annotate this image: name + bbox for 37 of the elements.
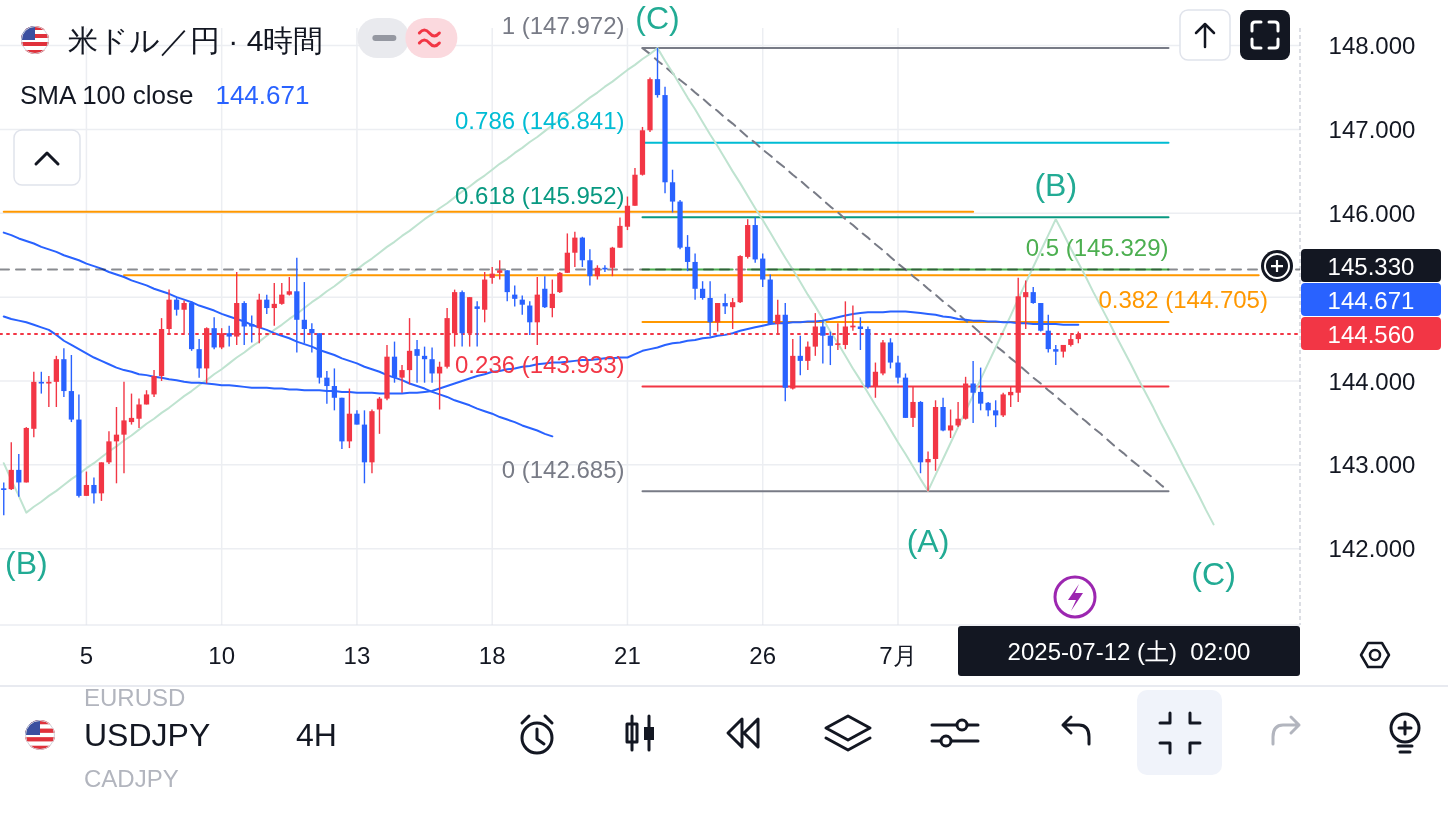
x-tick-label: 26 <box>749 641 777 669</box>
y-tick-label: 142.000 <box>1328 535 1416 563</box>
annotation: SMA 100 close <box>20 80 194 110</box>
text: EURUSD <box>84 683 186 711</box>
price-tag: 144.671 <box>1301 283 1441 317</box>
chart-title: 米ドル／円 · 4時間 <box>68 23 324 57</box>
ref-line-label: 145.330 <box>1327 252 1415 280</box>
y-tick-label: 148.000 <box>1328 32 1416 60</box>
annotation: (C) <box>1191 556 1236 593</box>
annotation: 144.671 <box>215 80 310 110</box>
y-tick-label: 143.000 <box>1328 451 1416 479</box>
y-tick-label: 146.000 <box>1328 199 1416 227</box>
price-tag: 144.560 <box>1301 317 1441 351</box>
level-label: 0 (142.685) <box>501 455 625 483</box>
text: CADJPY <box>84 764 179 792</box>
level-label: 0.618 (145.952) <box>455 181 625 209</box>
ref-line-label: 144.560 <box>1327 320 1415 348</box>
x-tick-label: 18 <box>478 641 506 669</box>
annotation: (B) <box>4 544 48 581</box>
x-tick-label: 13 <box>343 641 371 669</box>
time-tag: 2025-07-12 (土) 02:00 <box>958 626 1300 676</box>
level-label: 0.786 (146.841) <box>455 107 625 135</box>
text: USDJPY <box>84 717 211 753</box>
level-label: 0.5 (145.329) <box>1025 234 1169 262</box>
annotation: (A) <box>906 522 950 559</box>
annotation: (B) <box>1034 167 1078 204</box>
y-tick-label: 147.000 <box>1328 115 1416 143</box>
x-tick-label: 7月 <box>879 641 917 669</box>
level-label: 1 (147.972) <box>501 12 625 40</box>
annotation: (C) <box>635 0 680 36</box>
text: 4H <box>296 717 337 753</box>
x-tick-label: 10 <box>208 641 236 669</box>
price-tag: 145.330 <box>1301 249 1441 283</box>
y-tick-label: 144.000 <box>1328 367 1416 395</box>
x-tick-label: 5 <box>79 641 94 669</box>
x-tick-label: 21 <box>614 641 641 669</box>
level-label: 0.382 (144.705) <box>1098 286 1268 314</box>
